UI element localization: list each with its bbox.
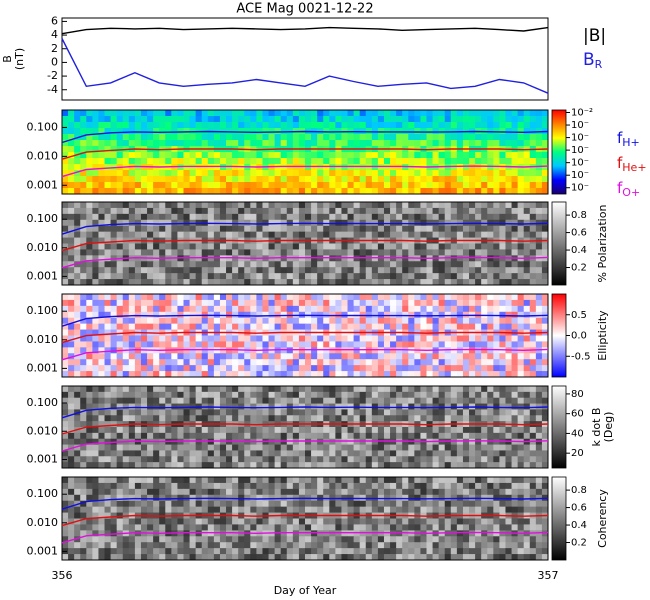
legend-entry: BR bbox=[583, 50, 603, 71]
plot-frame bbox=[61, 385, 549, 469]
axis-label: Coherency bbox=[596, 489, 609, 548]
legend-entry: fHe+ bbox=[617, 154, 647, 175]
plot-frame bbox=[61, 109, 549, 195]
colorbar-tick-label: 0.2 bbox=[571, 263, 587, 274]
colorbar-tick-label: 10⁻ bbox=[571, 145, 589, 156]
y-tick-label: 0.100 bbox=[27, 212, 59, 225]
colorbar-tick-label: 40 bbox=[571, 428, 584, 439]
y-tick-label: -2 bbox=[47, 69, 58, 82]
axis-label: B(nT) bbox=[1, 48, 26, 70]
legend-entry: fO+ bbox=[617, 179, 640, 200]
legend-entry: |B| bbox=[583, 26, 606, 46]
colorbar-tick-label: 0.2 bbox=[571, 538, 587, 549]
series-line bbox=[61, 348, 549, 361]
series-line bbox=[61, 239, 549, 252]
colorbar bbox=[551, 476, 567, 561]
x-tick-label: 357 bbox=[538, 569, 559, 582]
series-line bbox=[61, 514, 549, 527]
series-line bbox=[61, 222, 549, 235]
colorbar-tick-label: 0.6 bbox=[571, 228, 587, 239]
y-tick-label: 4 bbox=[51, 28, 58, 41]
y-tick-label: 0.010 bbox=[27, 149, 59, 162]
y-tick-label: 0.001 bbox=[27, 269, 59, 282]
colorbar-tick-label: 0.8 bbox=[571, 210, 587, 221]
axis-label: % Polarization bbox=[596, 205, 609, 283]
y-tick-label: 0.001 bbox=[27, 452, 59, 465]
colorbar bbox=[551, 109, 567, 195]
y-tick-label: -4 bbox=[47, 83, 58, 96]
colorbar-tick-label: 10⁻ bbox=[571, 158, 589, 169]
y-tick-label: 0.010 bbox=[27, 516, 59, 529]
plot-frame bbox=[61, 17, 549, 101]
colorbar-tick-label: 80 bbox=[571, 389, 584, 400]
series-line bbox=[61, 130, 549, 144]
spectrogram-background bbox=[62, 294, 549, 378]
colorbar-tick-label: 0.0 bbox=[571, 331, 587, 342]
spectrogram-background bbox=[62, 110, 549, 195]
colorbar-tick-label: 0.6 bbox=[571, 503, 587, 514]
colorbar-tick-label: 10⁻ bbox=[571, 183, 589, 194]
colorbar-tick-label: 0.8 bbox=[571, 485, 587, 496]
series-line bbox=[61, 440, 549, 452]
spectrogram-background bbox=[62, 477, 549, 561]
colorbar-tick-label: 10⁻² bbox=[571, 108, 593, 119]
colorbar-tick-label: 0.4 bbox=[571, 245, 587, 256]
colorbar-tick-label: 0.5 bbox=[571, 310, 587, 321]
colorbar-tick-label: 10⁻ bbox=[571, 170, 589, 181]
plot-frame bbox=[61, 201, 549, 286]
y-tick-label: 0.010 bbox=[27, 241, 59, 254]
series-line bbox=[61, 423, 549, 435]
y-tick-label: 0.010 bbox=[27, 333, 59, 346]
series-line bbox=[61, 331, 549, 344]
series-line bbox=[61, 314, 549, 327]
plot-frame bbox=[61, 476, 549, 561]
legend-entry: fH+ bbox=[617, 129, 640, 150]
series-line bbox=[61, 531, 549, 544]
colorbar bbox=[551, 293, 567, 378]
y-tick-label: 0.100 bbox=[27, 487, 59, 500]
colorbar bbox=[551, 385, 567, 469]
y-tick-label: 0.001 bbox=[27, 178, 59, 191]
colorbar bbox=[551, 201, 567, 286]
series-line bbox=[61, 165, 549, 178]
y-tick-label: 0.001 bbox=[27, 361, 59, 374]
colorbar-tick-label: 10⁻ bbox=[571, 120, 589, 131]
y-tick-label: 0.001 bbox=[27, 544, 59, 557]
series-line bbox=[61, 38, 549, 94]
y-tick-label: 0.010 bbox=[27, 424, 59, 437]
colorbar-tick-label: 20 bbox=[571, 448, 584, 459]
x-tick-label: 356 bbox=[52, 569, 73, 582]
spectrogram-background bbox=[62, 202, 549, 286]
colorbar-tick-label: 10⁻ bbox=[571, 133, 589, 144]
colorbar-tick-label: -0.5 bbox=[571, 351, 591, 362]
series-line bbox=[61, 26, 549, 35]
y-tick-label: 2 bbox=[51, 42, 58, 55]
axis-label: k dot B(Deg) bbox=[590, 408, 615, 447]
series-line bbox=[61, 256, 549, 269]
series-line bbox=[61, 497, 549, 510]
y-tick-label: 0.100 bbox=[27, 396, 59, 409]
y-tick-label: 0.100 bbox=[27, 304, 59, 317]
axis-label: Ellipticity bbox=[596, 310, 609, 361]
colorbar-tick-label: 60 bbox=[571, 409, 584, 420]
chart-title: ACE Mag 0021-12-22 bbox=[236, 2, 373, 17]
colorbar-tick-label: 0.4 bbox=[571, 520, 587, 531]
series-line bbox=[61, 406, 549, 419]
y-tick-label: 6 bbox=[51, 14, 58, 27]
y-tick-label: 0.100 bbox=[27, 120, 59, 133]
y-tick-label: 0 bbox=[51, 55, 58, 68]
spectrogram-background bbox=[62, 386, 549, 469]
plot-frame bbox=[61, 293, 549, 378]
x-axis-label: Day of Year bbox=[274, 584, 337, 597]
series-line bbox=[61, 148, 549, 160]
